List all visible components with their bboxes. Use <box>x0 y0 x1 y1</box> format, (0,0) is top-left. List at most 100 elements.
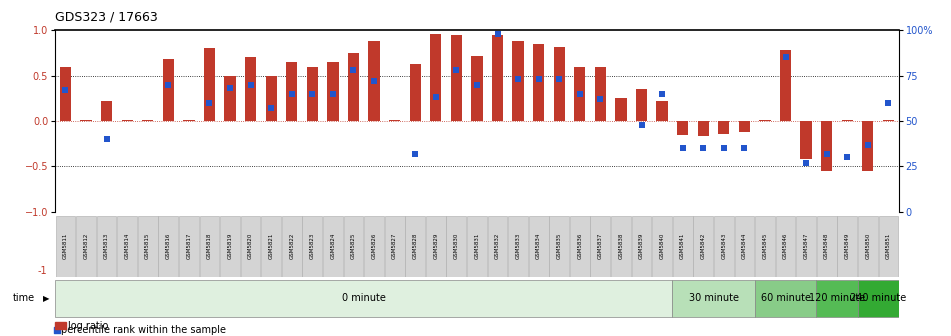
Text: GSM5833: GSM5833 <box>515 233 520 259</box>
Text: GSM5851: GSM5851 <box>886 233 891 259</box>
FancyBboxPatch shape <box>838 216 857 277</box>
Bar <box>821 121 832 171</box>
Point <box>778 55 793 60</box>
Bar <box>739 121 750 132</box>
Point <box>58 87 73 93</box>
Bar <box>718 121 729 134</box>
Text: percentile rank within the sample: percentile rank within the sample <box>62 325 226 335</box>
Bar <box>472 56 482 121</box>
Bar <box>327 62 339 121</box>
Point <box>675 145 690 151</box>
Point <box>161 82 176 87</box>
Text: log ratio: log ratio <box>68 321 108 331</box>
FancyBboxPatch shape <box>302 216 322 277</box>
FancyBboxPatch shape <box>714 216 733 277</box>
Bar <box>533 44 544 121</box>
FancyBboxPatch shape <box>426 216 446 277</box>
FancyBboxPatch shape <box>200 216 220 277</box>
Point <box>449 68 464 73</box>
Point <box>202 100 217 106</box>
FancyBboxPatch shape <box>734 216 754 277</box>
Bar <box>759 120 770 121</box>
Bar <box>101 101 112 121</box>
Bar <box>389 120 400 121</box>
FancyBboxPatch shape <box>816 280 858 317</box>
Text: GSM5836: GSM5836 <box>577 233 582 259</box>
Text: GSM5840: GSM5840 <box>660 233 665 259</box>
FancyBboxPatch shape <box>467 216 487 277</box>
Text: GSM5841: GSM5841 <box>680 233 685 259</box>
Text: 240 minute: 240 minute <box>850 293 906 303</box>
Text: GSM5834: GSM5834 <box>536 233 541 259</box>
Text: GSM5821: GSM5821 <box>269 233 274 259</box>
Bar <box>698 121 708 136</box>
FancyBboxPatch shape <box>405 216 425 277</box>
FancyBboxPatch shape <box>159 216 178 277</box>
FancyBboxPatch shape <box>97 216 116 277</box>
Point <box>531 77 546 82</box>
Text: GSM5829: GSM5829 <box>434 233 438 259</box>
FancyBboxPatch shape <box>385 216 404 277</box>
Text: GSM5838: GSM5838 <box>618 233 624 259</box>
FancyBboxPatch shape <box>364 216 384 277</box>
FancyBboxPatch shape <box>508 216 528 277</box>
FancyBboxPatch shape <box>262 216 281 277</box>
FancyBboxPatch shape <box>550 216 569 277</box>
Bar <box>553 47 565 121</box>
Point <box>654 91 670 96</box>
Point <box>511 77 526 82</box>
Bar <box>348 53 359 121</box>
FancyBboxPatch shape <box>817 216 837 277</box>
Text: -1: -1 <box>38 265 48 276</box>
Text: GSM5842: GSM5842 <box>701 233 706 259</box>
Text: GSM5846: GSM5846 <box>783 233 788 259</box>
Point <box>408 151 423 156</box>
Bar <box>60 67 71 121</box>
Bar <box>492 35 503 121</box>
FancyBboxPatch shape <box>591 216 611 277</box>
Text: GSM5814: GSM5814 <box>125 233 129 259</box>
FancyBboxPatch shape <box>672 280 755 317</box>
Text: GSM5848: GSM5848 <box>825 233 829 259</box>
Text: time: time <box>12 293 34 303</box>
Text: 60 minute: 60 minute <box>761 293 810 303</box>
Bar <box>142 120 153 121</box>
FancyBboxPatch shape <box>570 216 590 277</box>
FancyBboxPatch shape <box>55 216 75 277</box>
Text: GSM5837: GSM5837 <box>598 233 603 259</box>
FancyBboxPatch shape <box>755 216 775 277</box>
Bar <box>368 41 379 121</box>
Bar <box>430 34 441 121</box>
Text: GSM5843: GSM5843 <box>721 233 727 259</box>
FancyBboxPatch shape <box>611 216 631 277</box>
Point <box>304 91 320 96</box>
Text: GSM5826: GSM5826 <box>372 233 377 259</box>
Point <box>263 106 279 111</box>
Text: GSM5850: GSM5850 <box>865 233 870 259</box>
Bar <box>883 120 894 121</box>
Point <box>552 77 567 82</box>
Text: GSM5832: GSM5832 <box>495 233 500 259</box>
Point <box>737 145 752 151</box>
Bar <box>224 76 236 121</box>
FancyBboxPatch shape <box>241 216 261 277</box>
Point <box>469 82 484 87</box>
Text: GSM5824: GSM5824 <box>330 233 336 259</box>
Text: GDS323 / 17663: GDS323 / 17663 <box>55 10 158 23</box>
Bar <box>863 121 873 171</box>
Point <box>346 68 361 73</box>
Text: GSM5849: GSM5849 <box>844 233 850 259</box>
FancyBboxPatch shape <box>323 216 342 277</box>
Text: 30 minute: 30 minute <box>689 293 739 303</box>
Bar <box>306 67 318 121</box>
Text: 120 minute: 120 minute <box>809 293 865 303</box>
Point <box>881 100 896 106</box>
Text: GSM5818: GSM5818 <box>207 233 212 259</box>
Text: GSM5839: GSM5839 <box>639 233 644 259</box>
Point <box>840 155 855 160</box>
Bar <box>81 120 91 121</box>
Bar <box>615 98 627 121</box>
Text: GSM5835: GSM5835 <box>556 233 562 259</box>
Bar <box>122 120 133 121</box>
Text: GSM5813: GSM5813 <box>104 233 109 259</box>
